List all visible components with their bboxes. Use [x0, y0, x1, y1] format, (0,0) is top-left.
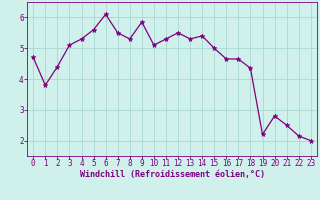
X-axis label: Windchill (Refroidissement éolien,°C): Windchill (Refroidissement éolien,°C) [79, 170, 265, 179]
